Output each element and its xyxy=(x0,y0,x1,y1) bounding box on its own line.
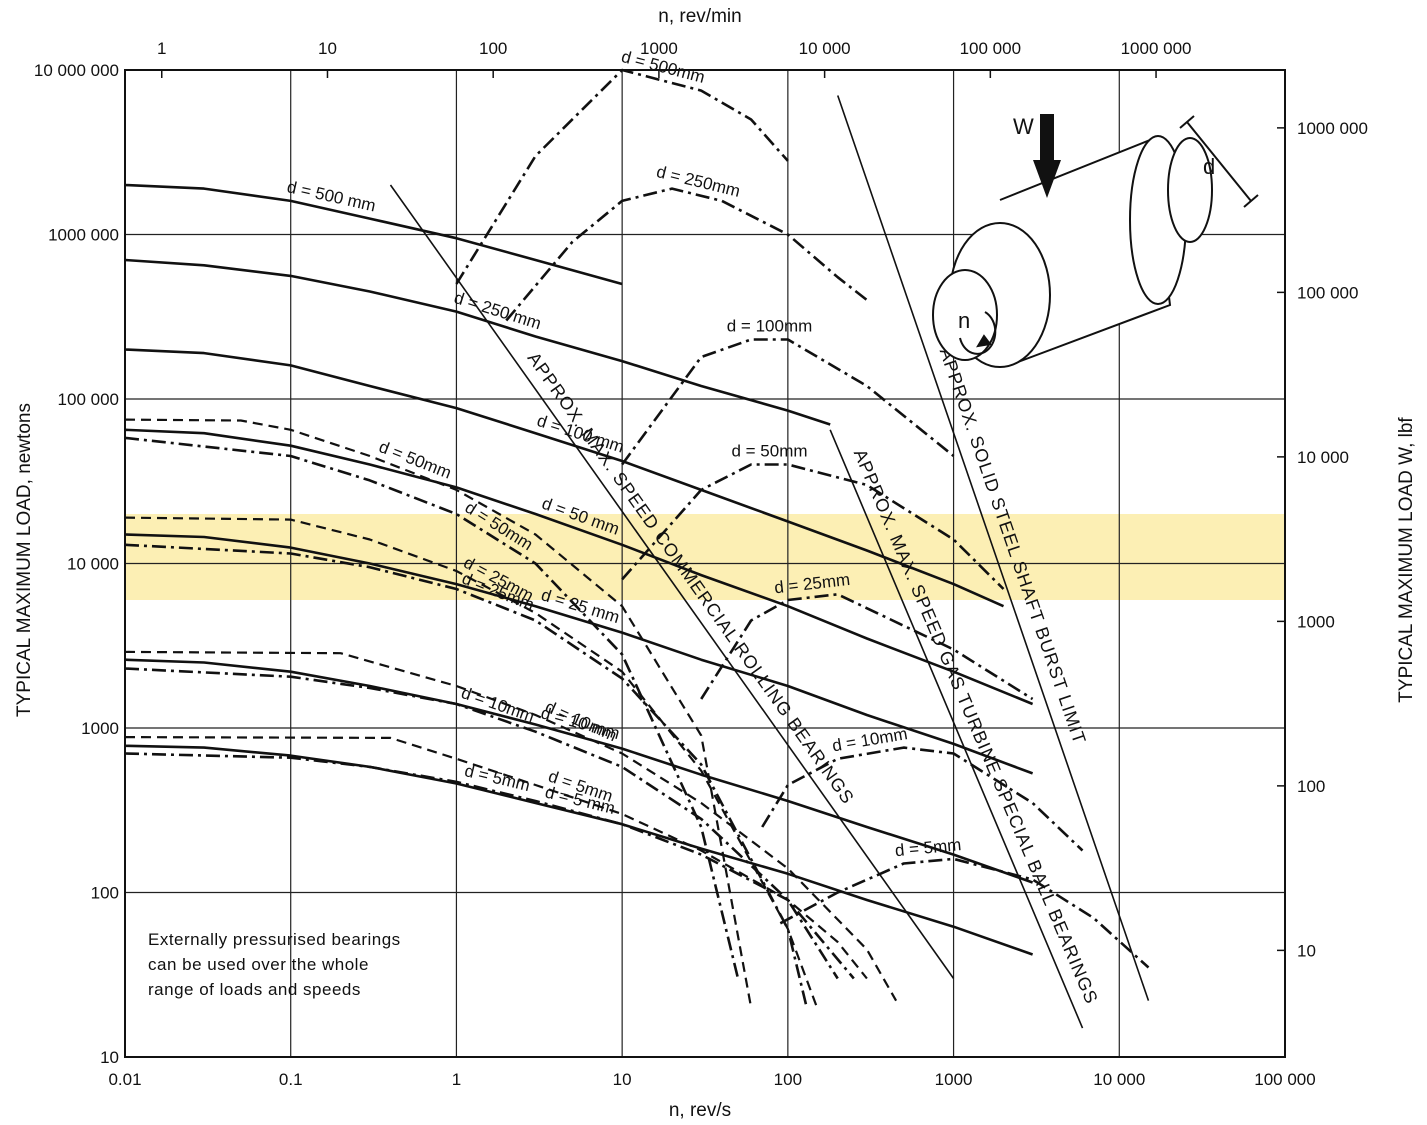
plot-frame xyxy=(124,69,1286,1058)
x-tick-label: 1 xyxy=(452,1070,461,1089)
limit-line xyxy=(836,95,1150,1001)
y-right-tick-label: 1000 xyxy=(1297,612,1335,631)
load-arrow-shaft xyxy=(1040,114,1054,164)
x-top-tick-label: 1000 xyxy=(640,39,678,58)
series-label: d = 10mm xyxy=(831,724,909,755)
x-tick-label: 10 xyxy=(613,1070,632,1089)
y-tick-label: 100 000 xyxy=(58,390,119,409)
diameter-tick-top xyxy=(1179,115,1195,129)
series-line-dash-dot xyxy=(761,746,1084,852)
series-label: d = 100mm xyxy=(727,317,813,336)
series-line-dash-dot xyxy=(779,857,1150,969)
series-line-dashed xyxy=(124,650,898,1002)
diameter-tick-bottom xyxy=(1243,194,1259,208)
x-tick-label: 1000 xyxy=(935,1070,973,1089)
y-tick-label: 10 000 000 xyxy=(34,61,119,80)
x-top-tick-label: 1 xyxy=(157,39,166,58)
shaft-end-inner xyxy=(932,269,998,361)
x-tick-label: 100 xyxy=(774,1070,802,1089)
series-label: d = 50mm xyxy=(731,442,807,461)
shaft-neck xyxy=(1167,137,1213,243)
speed-label: n xyxy=(958,308,970,333)
note-line-3: range of loads and speeds xyxy=(148,980,361,999)
x-tick-label: 0.1 xyxy=(279,1070,303,1089)
y-right-tick-label: 1000 000 xyxy=(1297,119,1368,138)
series-line-dashed xyxy=(124,418,753,1008)
series-line-dash-dot xyxy=(124,752,855,980)
y-right-tick-label: 10 000 xyxy=(1297,448,1349,467)
series-line-solid xyxy=(124,533,1034,775)
limit-line xyxy=(389,184,955,979)
x-top-tick-label: 10 xyxy=(318,39,337,58)
series-line-dash-dot xyxy=(700,593,1034,701)
series-line-solid xyxy=(124,258,831,426)
x-axis-title: n, rev/s xyxy=(669,1100,731,1121)
diameter-line xyxy=(1186,121,1252,202)
series-line-dash-dot xyxy=(621,338,955,466)
y-tick-label: 1000 xyxy=(81,719,119,738)
series-line-dashed xyxy=(124,736,868,980)
y-axis-title: TYPICAL MAXIMUM LOAD, newtons xyxy=(14,403,35,717)
x-top-axis-title: n, rev/min xyxy=(658,6,741,27)
x-top-tick-label: 10 000 xyxy=(799,39,851,58)
x-top-tick-label: 100 000 xyxy=(960,39,1021,58)
note-text: Externally pressurised bearings can be u… xyxy=(148,930,406,999)
rotation-arrow xyxy=(959,311,997,355)
load-arrow-head xyxy=(1033,160,1061,198)
x-tick-label: 10 000 xyxy=(1093,1070,1145,1089)
shaft-illustration xyxy=(932,114,1259,368)
x-top-tick-label: 100 xyxy=(479,39,507,58)
series-lines xyxy=(124,68,1150,1008)
diameter-label: d xyxy=(1203,154,1215,179)
series-label: d = 5mm xyxy=(463,761,532,795)
series-label: d = 250 mm xyxy=(452,288,544,333)
load-label: W xyxy=(1013,114,1034,139)
limit-line xyxy=(829,429,1084,1029)
series-line-solid xyxy=(124,428,1034,706)
y-right-tick-label: 100 000 xyxy=(1297,283,1358,302)
series-line-dashed xyxy=(124,516,819,1008)
rotation-arrowhead xyxy=(976,334,992,348)
y-tick-label: 10 000 xyxy=(67,555,119,574)
x-top-tick-label: 1000 000 xyxy=(1121,39,1192,58)
series-line-dash-dot xyxy=(505,187,868,322)
series-line-solid xyxy=(124,183,623,286)
y-right-tick-label: 10 xyxy=(1297,941,1316,960)
series-line-dash-dot xyxy=(124,436,740,979)
y-right-tick-label: 100 xyxy=(1297,777,1325,796)
note-line-2: can be used over the whole xyxy=(148,955,369,974)
series-line-dash-dot xyxy=(621,463,1005,590)
y-tick-label: 1000 000 xyxy=(48,226,119,245)
y-right-axis-title: TYPICAL MAXIMUM LOAD W, lbf xyxy=(1396,417,1417,703)
tick-labels: 0.01 0.1 1 10 100 1000 10 000 100 000 10 100 1000 1… xyxy=(34,39,1368,1089)
y-tick-label: 100 xyxy=(91,884,119,903)
series-line-solid xyxy=(124,348,1005,608)
series-line-solid xyxy=(124,658,1034,884)
x-tick-label: 100 000 xyxy=(1254,1070,1315,1089)
note-line-1: Externally pressurised bearings xyxy=(148,930,401,949)
y-tick-label: 10 xyxy=(100,1048,119,1067)
x-tick-label: 0.01 xyxy=(108,1070,141,1089)
series-line-dash-dot xyxy=(124,667,839,980)
